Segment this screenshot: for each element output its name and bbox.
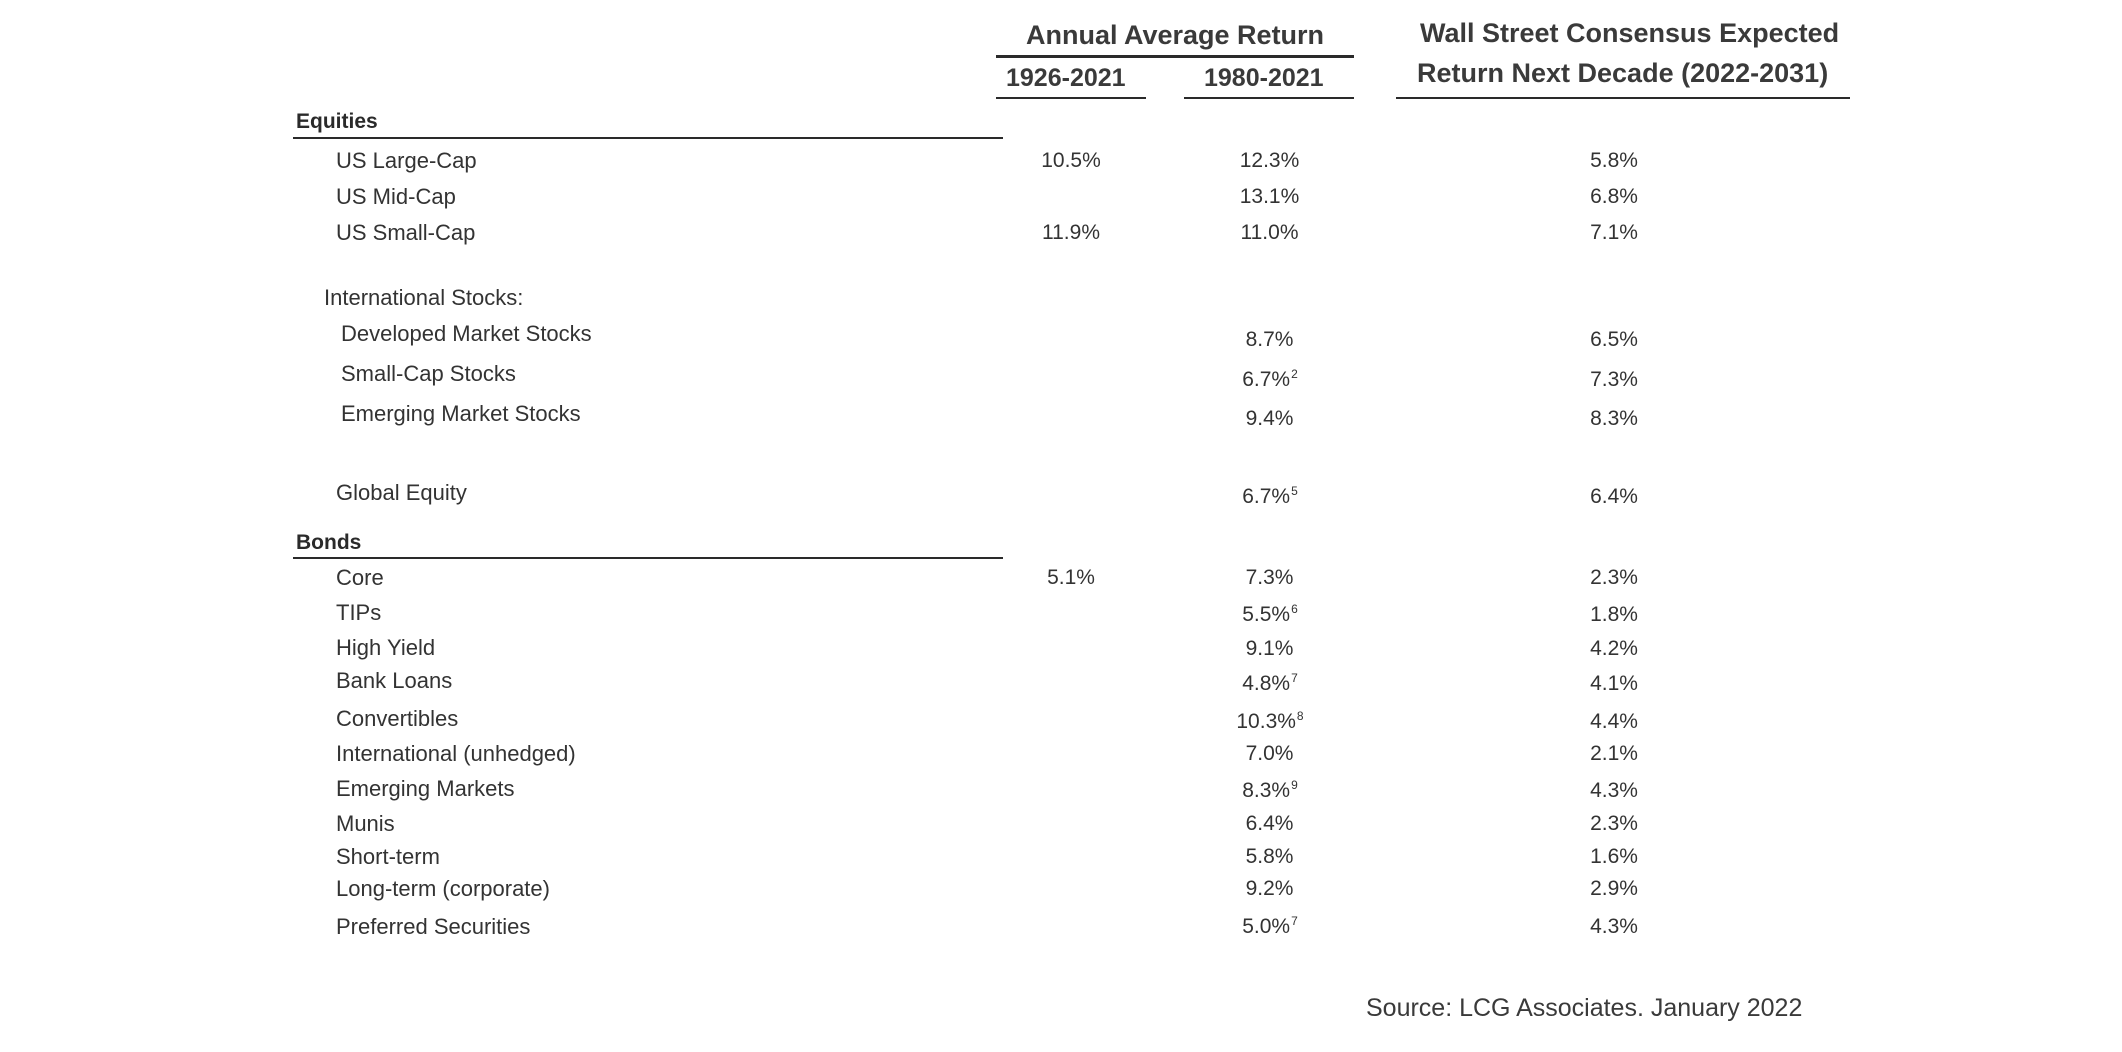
row-label: Preferred Securities [336,914,531,939]
cell-expected: 6.5% [1590,328,1638,351]
section-equities: Equities [296,110,378,133]
row-label: Global Equity [336,480,467,505]
row-label: Emerging Markets [336,776,515,801]
header-group-underline [996,55,1354,58]
row-label: US Mid-Cap [336,184,456,209]
row-label: Bank Loans [336,668,453,693]
cell-expected: 6.8% [1590,185,1638,208]
col-1980-2021-underline [1184,97,1354,99]
cell-1980-2021: 9.2% [1245,877,1294,900]
row-label: Core [336,565,384,590]
cell-expected: 2.9% [1590,877,1638,900]
cell-1980-2021: 8.3%9 [1242,778,1298,802]
cell-1926-2021: 5.1% [1047,566,1095,589]
row-label: Munis [336,811,395,836]
cell-1980-2021: 5.8% [1245,845,1294,868]
cell-expected: 7.1% [1590,221,1638,244]
cell-expected: 2.1% [1590,742,1638,765]
cell-1980-2021: 11.0% [1240,221,1299,244]
row-label: US Small-Cap [336,220,476,245]
row-label: Small-Cap Stocks [341,361,516,386]
equities-underline [293,137,1003,139]
row-label: Developed Market Stocks [341,321,592,346]
consensus-header-line2: Return Next Decade (2022-2031) [1417,58,1829,88]
cell-1980-2021: 4.8%7 [1242,671,1298,695]
row-label: TIPs [336,600,382,625]
cell-1980-2021: 5.5%6 [1242,602,1298,626]
section-international-stocks: International Stocks: [324,285,524,310]
cell-expected: 1.6% [1590,845,1638,868]
cell-expected: 7.3% [1590,368,1638,391]
cell-1980-2021: 10.3%8 [1236,709,1304,733]
consensus-header-underline [1396,97,1850,99]
row-label: International (unhedged) [336,741,576,766]
cell-expected: 4.2% [1590,637,1638,660]
cell-expected: 5.8% [1590,149,1638,172]
cell-1980-2021: 7.3% [1245,566,1294,589]
col-1926-2021-underline [996,97,1146,99]
cell-expected: 4.4% [1590,710,1638,733]
cell-1980-2021: 9.4% [1245,407,1294,430]
cell-1926-2021: 10.5% [1041,149,1101,172]
section-bonds: Bonds [296,531,362,554]
row-label: Convertibles [336,706,459,731]
cell-1980-2021: 6.7%5 [1242,484,1298,508]
cell-1980-2021: 8.7% [1245,328,1294,351]
consensus-header-line1: Wall Street Consensus Expected [1420,18,1840,48]
cell-expected: 2.3% [1590,812,1638,835]
cell-1980-2021: 12.3% [1239,149,1300,172]
cell-1926-2021: 11.9% [1042,221,1100,244]
cell-1980-2021: 6.7%2 [1242,367,1298,391]
cell-1980-2021: 9.1% [1245,637,1294,660]
cell-expected: 2.3% [1590,566,1638,589]
col-1980-2021-header: 1980-2021 [1204,64,1324,92]
source-note: Source: LCG Associates. January 2022 [1366,994,1803,1022]
cell-1980-2021: 7.0% [1245,742,1294,765]
bonds-underline [293,557,1003,559]
row-label: High Yield [336,635,436,660]
cell-expected: 6.4% [1590,485,1638,508]
cell-expected: 8.3% [1590,407,1638,430]
cell-1980-2021: 13.1% [1239,185,1300,208]
row-label: Long-term (corporate) [336,876,550,901]
cell-1980-2021: 6.4% [1245,812,1294,835]
row-label: US Large-Cap [336,148,477,173]
col-1926-2021-header: 1926-2021 [1006,64,1126,92]
annual-average-return-header: Annual Average Return [1026,20,1325,50]
cell-expected: 1.8% [1590,603,1638,626]
cell-expected: 4.3% [1590,915,1638,938]
row-label: Short-term [336,844,440,869]
cell-1980-2021: 5.0%7 [1242,914,1298,938]
cell-expected: 4.1% [1590,672,1638,695]
cell-expected: 4.3% [1590,779,1638,802]
row-label: Emerging Market Stocks [341,401,581,426]
